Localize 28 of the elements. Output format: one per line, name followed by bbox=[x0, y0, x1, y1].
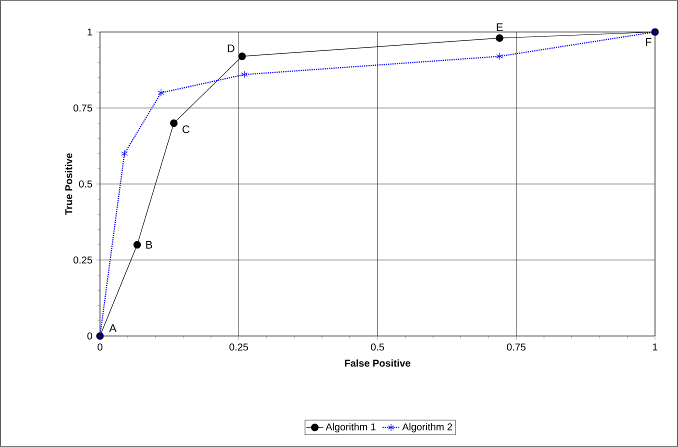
point bbox=[238, 52, 246, 60]
point bbox=[496, 34, 504, 42]
y-tick-label: 0.5 bbox=[79, 180, 92, 188]
annotation: E bbox=[496, 23, 503, 31]
point bbox=[158, 89, 164, 97]
point bbox=[240, 70, 248, 78]
x-tick-label: 1 bbox=[653, 344, 658, 350]
x-tick-label: 0.5 bbox=[370, 344, 384, 351]
annotation: A bbox=[109, 324, 116, 332]
y-tick-label: 0 bbox=[87, 332, 92, 340]
x-tick-label: 0.25 bbox=[229, 344, 248, 351]
legend-label: Algorithm 2 bbox=[402, 423, 452, 432]
annotation: C bbox=[182, 125, 190, 134]
y-axis-title: True Positive bbox=[64, 153, 72, 215]
point bbox=[133, 241, 141, 249]
y-tick-label: 0.25 bbox=[73, 256, 92, 264]
x-axis-title: False Positive bbox=[344, 359, 410, 367]
x-tick-label: 0 bbox=[98, 344, 102, 351]
y-tick-label: 0.75 bbox=[73, 104, 92, 112]
y-tick-label: 1 bbox=[88, 28, 92, 36]
point bbox=[121, 150, 128, 158]
legend-label: Algorithm 1 bbox=[326, 423, 376, 432]
point bbox=[170, 119, 178, 127]
annotation: F bbox=[646, 38, 652, 46]
annotation: D bbox=[228, 44, 234, 52]
point bbox=[496, 52, 503, 60]
annotation: B bbox=[146, 241, 152, 249]
x-tick-label: 0.75 bbox=[506, 344, 526, 351]
